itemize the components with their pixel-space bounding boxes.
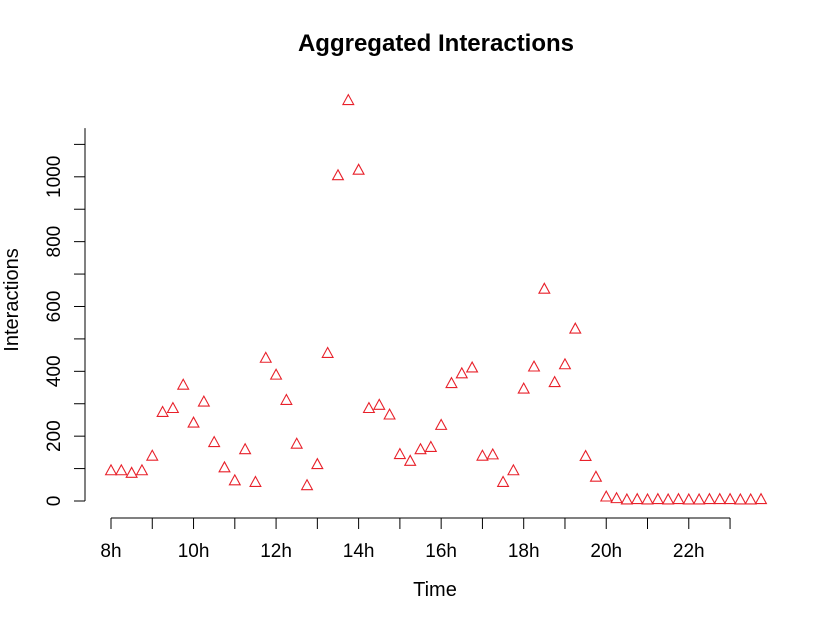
- data-point: [362, 401, 376, 414]
- data-point: [228, 473, 242, 486]
- data-point: [393, 447, 407, 460]
- data-point: [300, 478, 314, 491]
- data-point: [558, 357, 572, 370]
- data-point: [145, 449, 159, 461]
- data-point: [166, 401, 180, 414]
- data-point: [589, 470, 603, 482]
- y-tick-label: 400: [44, 355, 65, 387]
- data-point: [754, 492, 768, 505]
- data-point: [651, 492, 665, 505]
- data-point: [311, 457, 324, 470]
- data-point: [321, 346, 334, 358]
- data-point: [104, 463, 118, 476]
- data-point: [703, 492, 716, 505]
- data-point: [341, 93, 355, 106]
- data-point: [610, 491, 623, 504]
- data-point: [187, 416, 200, 428]
- data-point: [207, 435, 221, 448]
- data-point: [579, 449, 592, 462]
- data-point: [723, 492, 737, 505]
- data-point: [455, 366, 469, 379]
- data-point: [568, 322, 582, 334]
- y-tick-label: 0: [44, 496, 65, 507]
- y-axis-label: Interactions: [1, 248, 23, 351]
- data-point: [259, 351, 273, 363]
- data-point: [424, 440, 438, 452]
- x-tick-label: 10h: [178, 541, 210, 562]
- data-point: [517, 382, 531, 394]
- x-tick-label: 20h: [590, 541, 622, 562]
- data-point: [403, 454, 417, 466]
- data-point: [507, 463, 520, 476]
- data-point: [197, 394, 211, 407]
- data-point: [331, 168, 345, 181]
- data-point: [548, 375, 561, 388]
- data-point: [414, 442, 427, 455]
- data-point: [135, 463, 149, 476]
- data-point: [620, 492, 634, 505]
- x-axis: 8h 10h 12h 14h 16h 18h 20h 22h: [100, 517, 731, 562]
- data-point: [280, 393, 293, 405]
- data-point: [114, 463, 128, 476]
- y-axis: 0 200 400 600 800 1000: [44, 128, 86, 507]
- x-tick-label: 12h: [260, 541, 292, 562]
- data-point: [672, 492, 685, 505]
- data-point: [125, 466, 138, 478]
- data-point: [682, 492, 696, 505]
- data-point: [269, 368, 283, 380]
- data-point: [744, 492, 758, 505]
- chart-title: Aggregated Interactions: [298, 30, 574, 57]
- data-point: [599, 489, 613, 502]
- data-point: [249, 475, 262, 487]
- x-axis-label: Time: [413, 579, 457, 601]
- data-point: [176, 378, 190, 390]
- data-point: [692, 492, 706, 505]
- data-point: [486, 447, 500, 460]
- data-point: [383, 407, 396, 420]
- data-points: [104, 93, 768, 505]
- data-point: [434, 418, 448, 430]
- data-point: [734, 492, 747, 505]
- data-point: [496, 475, 510, 487]
- data-point: [661, 492, 675, 505]
- data-point: [641, 492, 654, 505]
- x-tick-label: 18h: [508, 541, 540, 562]
- data-point: [465, 360, 479, 373]
- x-tick-label: 16h: [425, 541, 457, 562]
- y-tick-label: 600: [44, 291, 65, 323]
- x-tick-label: 14h: [343, 541, 375, 562]
- y-tick-label: 800: [44, 226, 65, 258]
- data-point: [476, 449, 489, 461]
- data-point: [218, 460, 231, 473]
- data-point: [445, 376, 458, 389]
- data-point: [630, 492, 644, 505]
- data-point: [527, 359, 541, 372]
- data-point: [156, 405, 169, 417]
- x-tick-label: 22h: [673, 541, 705, 562]
- y-tick-label: 200: [44, 420, 65, 452]
- data-point: [238, 442, 252, 455]
- data-point: [352, 163, 365, 175]
- data-point: [290, 437, 304, 449]
- y-tick-label: 1000: [44, 156, 65, 198]
- data-point: [372, 398, 386, 410]
- data-point: [538, 282, 551, 294]
- data-point: [713, 492, 727, 505]
- x-tick-label: 8h: [100, 541, 121, 562]
